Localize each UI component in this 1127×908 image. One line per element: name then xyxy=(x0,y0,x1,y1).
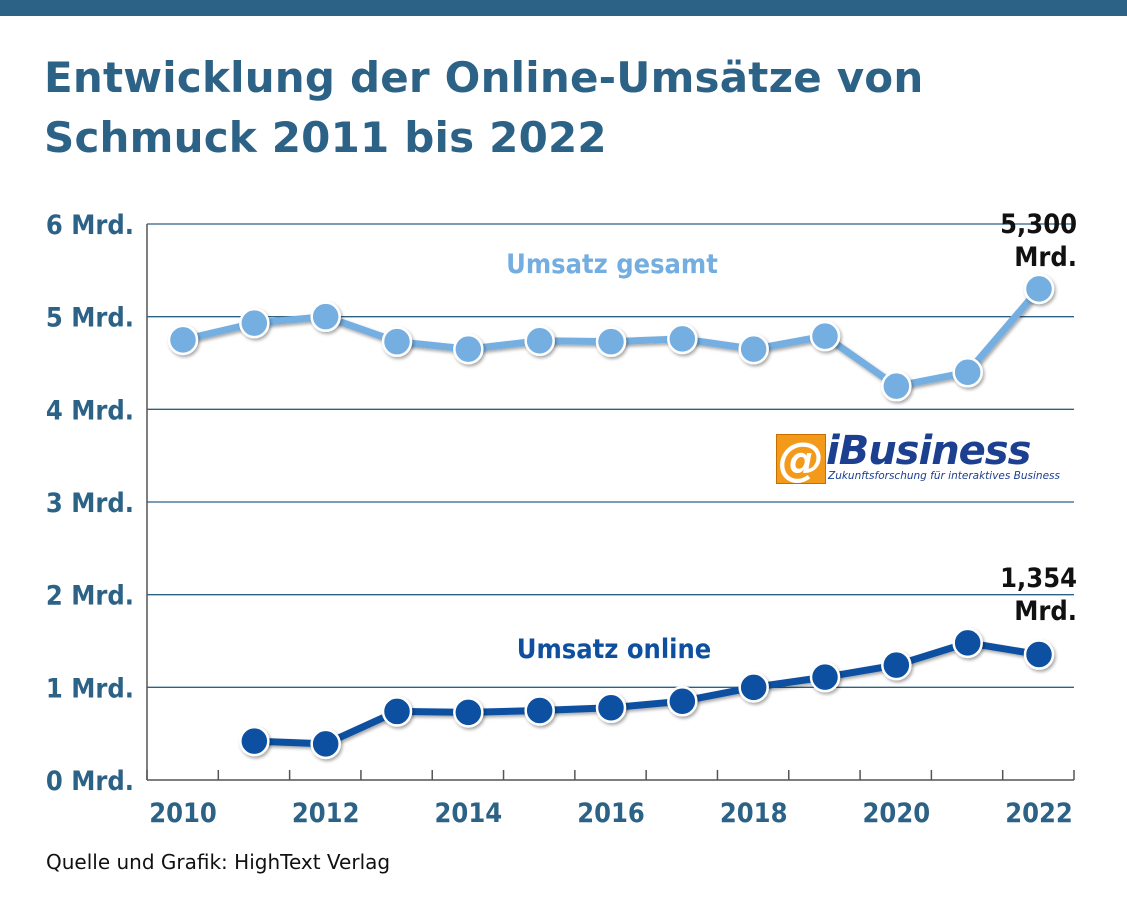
data-point xyxy=(881,370,912,402)
data-point xyxy=(667,685,698,717)
chart-title: Entwicklung der Online-Umsätze von Schmu… xyxy=(44,48,1104,168)
data-point xyxy=(239,725,270,757)
top-accent-bar xyxy=(0,0,1127,16)
data-point xyxy=(952,627,983,659)
data-point xyxy=(167,324,199,356)
series-label: Umsatz gesamt xyxy=(506,249,718,280)
series-label: Umsatz online xyxy=(517,634,711,665)
data-point xyxy=(1023,273,1055,305)
data-point xyxy=(595,326,627,357)
data-point xyxy=(809,320,841,352)
chart-title-line-2: Schmuck 2011 bis 2022 xyxy=(44,113,607,162)
data-point xyxy=(310,301,341,332)
x-tick-label: 2014 xyxy=(435,798,503,829)
x-tick-label: 2022 xyxy=(1005,798,1073,829)
y-tick-label: 1 Mrd. xyxy=(46,673,134,704)
data-label: Mrd. xyxy=(1014,596,1077,627)
data-point xyxy=(381,696,413,727)
data-point xyxy=(239,307,270,339)
data-label: 5,300 xyxy=(1000,209,1077,240)
data-label: 1,354 xyxy=(1000,563,1077,594)
at-icon: @ xyxy=(778,432,824,486)
data-point xyxy=(1023,639,1055,670)
data-point xyxy=(667,323,698,355)
logo-wordmark: iBusiness xyxy=(826,428,1031,474)
x-tick-label: 2020 xyxy=(863,798,931,829)
x-tick-label: 2018 xyxy=(720,798,788,829)
data-point xyxy=(524,325,555,357)
x-tick-label: 2012 xyxy=(292,798,360,829)
y-tick-label: 0 Mrd. xyxy=(46,766,134,797)
data-point xyxy=(310,728,341,760)
y-tick-label: 6 Mrd. xyxy=(46,210,134,241)
data-point xyxy=(952,357,983,388)
logo-at-mark: @ xyxy=(776,432,826,486)
data-point xyxy=(453,333,484,365)
y-tick-label: 4 Mrd. xyxy=(46,395,134,426)
y-tick-label: 5 Mrd. xyxy=(46,303,134,334)
data-point xyxy=(738,333,769,365)
chart-title-line-1: Entwicklung der Online-Umsätze von xyxy=(44,53,924,102)
data-point xyxy=(738,672,769,703)
y-tick-label: 3 Mrd. xyxy=(46,488,134,519)
data-point xyxy=(381,326,413,357)
source-note: Quelle und Grafik: HighText Verlag xyxy=(46,850,391,874)
data-point xyxy=(881,649,912,681)
data-point xyxy=(595,692,627,723)
data-label: Mrd. xyxy=(1014,242,1077,273)
data-point xyxy=(453,697,484,728)
ibusiness-logo: @ iBusiness Zukunftsforschung für intera… xyxy=(776,428,1076,486)
data-point xyxy=(524,695,555,726)
y-tick-label: 2 Mrd. xyxy=(46,581,134,612)
logo-tagline: Zukunftsforschung für interaktives Busin… xyxy=(828,470,1060,482)
x-tick-label: 2016 xyxy=(577,798,645,829)
data-point xyxy=(809,661,841,693)
x-tick-label: 2010 xyxy=(149,798,217,829)
